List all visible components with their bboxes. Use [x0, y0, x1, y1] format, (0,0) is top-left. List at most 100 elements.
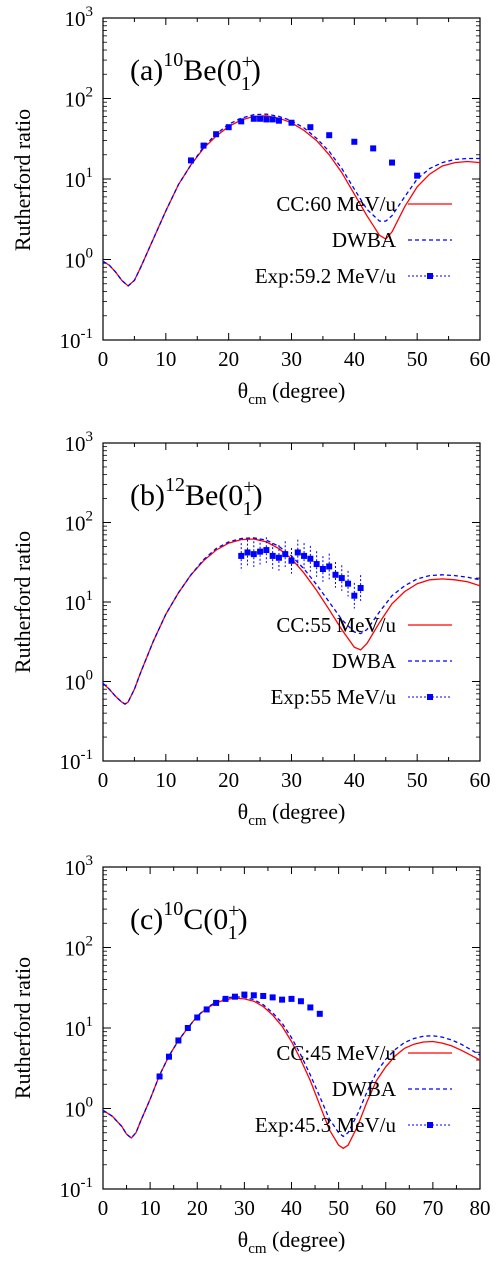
data-point: [357, 585, 364, 592]
legend-label: CC:60 MeV/u: [276, 192, 396, 216]
panel-title-superscript: +: [243, 476, 254, 498]
x-tick-label: 20: [187, 1196, 208, 1220]
data-point: [184, 1025, 191, 1031]
y-tick-label: 102: [65, 934, 94, 961]
x-label-subscript: cm: [248, 813, 267, 829]
data-point: [263, 116, 270, 123]
legend-label: DWBA: [332, 649, 397, 673]
data-point: [175, 1037, 182, 1044]
y-tick-exponent: 2: [86, 509, 94, 525]
data-point: [250, 551, 257, 558]
y-tick-exponent: 1: [86, 588, 94, 604]
y-tick-label: 103: [65, 853, 94, 880]
data-point: [257, 548, 264, 555]
y-tick-base: 10: [65, 1098, 86, 1122]
y-tick-exponent: -1: [81, 747, 94, 763]
panel-title-subscript: 1: [243, 498, 253, 520]
x-label-theta: θ: [238, 799, 249, 824]
y-tick-base: 10: [60, 1178, 81, 1202]
x-tick-label: 50: [328, 1196, 349, 1220]
x-label-subscript: cm: [248, 392, 267, 408]
data-point: [288, 557, 295, 564]
y-tick-label: 100: [65, 246, 94, 273]
panel-title-mass-number: 10: [163, 49, 183, 71]
panel-title-suffix: ): [251, 54, 261, 87]
x-label-subscript: cm: [248, 1241, 267, 1257]
x-tick-label: 20: [218, 347, 239, 371]
x-label-theta: θ: [238, 378, 249, 403]
data-point: [194, 1014, 201, 1021]
x-label-units: (degree): [267, 378, 346, 403]
data-point: [165, 1053, 172, 1060]
x-tick-label: 20: [218, 768, 239, 792]
legend-sample-marker: [427, 694, 433, 700]
data-point: [200, 142, 207, 149]
x-tick-label: 0: [98, 768, 109, 792]
data-point: [345, 580, 352, 587]
data-point: [250, 115, 257, 122]
data-point: [260, 992, 267, 999]
y-tick-exponent: 1: [86, 165, 94, 181]
data-point: [332, 571, 339, 578]
plot-area: [103, 113, 480, 287]
y-tick-exponent: 0: [86, 668, 94, 684]
data-point: [187, 157, 194, 164]
x-tick-label: 40: [344, 347, 365, 371]
x-tick-label: 70: [422, 1196, 443, 1220]
legend-label: Exp:55 MeV/u: [271, 685, 397, 709]
panel-title-suffix: ): [253, 479, 263, 512]
y-tick-base: 10: [65, 88, 86, 112]
data-point: [326, 563, 333, 570]
data-point: [222, 995, 229, 1002]
data-point: [297, 998, 304, 1005]
x-tick-label: 30: [281, 768, 302, 792]
x-label-units: (degree): [267, 799, 346, 824]
data-point: [257, 115, 264, 122]
y-tick-label: 10-1: [60, 747, 94, 774]
x-tick-label: 0: [98, 1196, 109, 1220]
legend-label: DWBA: [332, 1077, 397, 1101]
data-point: [269, 116, 276, 123]
panel-title-prefix: (b): [130, 479, 165, 512]
x-tick-label: 50: [407, 347, 428, 371]
legend-label: Exp:45.3 MeV/u: [255, 1113, 397, 1137]
legend-sample-marker: [427, 1122, 433, 1128]
y-tick-label: 101: [65, 165, 94, 192]
y-tick-exponent: -1: [81, 326, 94, 342]
data-point: [370, 145, 377, 152]
y-tick-label: 103: [65, 429, 94, 456]
series-line-dwba: [103, 113, 480, 287]
y-tick-label: 101: [65, 1014, 94, 1041]
x-axis-label: θcm (degree): [238, 378, 346, 408]
data-point: [316, 1010, 323, 1017]
panel-title-subscript: 1: [228, 922, 238, 944]
legend-label: CC:55 MeV/u: [276, 613, 396, 637]
y-tick-label: 102: [65, 85, 94, 112]
plot-area: [103, 537, 480, 705]
y-tick-exponent: -1: [81, 1175, 94, 1191]
data-point: [275, 554, 282, 561]
data-point: [307, 124, 314, 131]
data-point: [238, 552, 245, 559]
data-point: [225, 124, 232, 131]
data-point: [389, 159, 396, 166]
y-tick-base: 10: [65, 432, 86, 456]
y-tick-base: 10: [65, 591, 86, 615]
y-tick-exponent: 0: [86, 246, 94, 262]
data-point: [244, 549, 251, 556]
legend: CC:45 MeV/u DWBA Exp:45.3 MeV/u: [255, 1041, 452, 1137]
x-label-theta: θ: [238, 1227, 249, 1252]
y-tick-base: 10: [65, 1017, 86, 1041]
panel-title-mass-number: 12: [165, 474, 185, 496]
y-tick-base: 10: [65, 7, 86, 31]
y-tick-label: 10-1: [60, 326, 94, 353]
data-point: [288, 995, 295, 1002]
y-tick-exponent: 3: [86, 853, 94, 869]
data-point: [275, 117, 282, 124]
x-tick-label: 60: [470, 768, 491, 792]
y-tick-base: 10: [60, 750, 81, 774]
panel-title-element: Be(0: [183, 54, 241, 87]
data-point: [301, 552, 308, 559]
data-point: [294, 549, 301, 556]
